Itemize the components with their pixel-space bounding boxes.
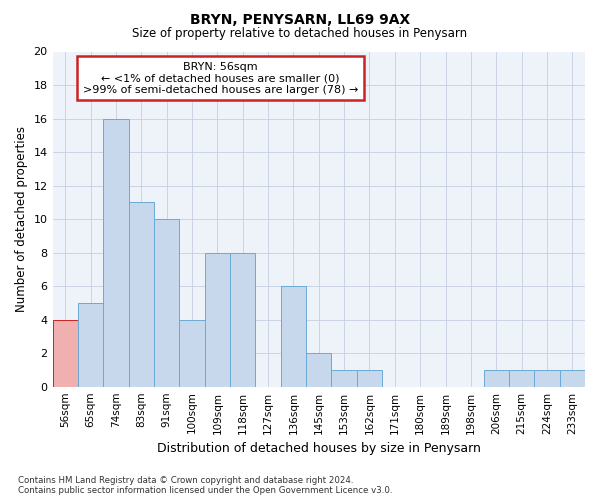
Text: Contains HM Land Registry data © Crown copyright and database right 2024.
Contai: Contains HM Land Registry data © Crown c… [18, 476, 392, 495]
Bar [484, 370, 509, 386]
Bar [205, 252, 230, 386]
Bar [534, 370, 560, 386]
X-axis label: Distribution of detached houses by size in Penysarn: Distribution of detached houses by size … [157, 442, 481, 455]
Bar [357, 370, 382, 386]
Text: Size of property relative to detached houses in Penysarn: Size of property relative to detached ho… [133, 28, 467, 40]
Bar [78, 303, 103, 386]
Bar [128, 202, 154, 386]
Bar [179, 320, 205, 386]
Bar [331, 370, 357, 386]
Bar [306, 353, 331, 386]
Bar [509, 370, 534, 386]
Y-axis label: Number of detached properties: Number of detached properties [15, 126, 28, 312]
Bar [103, 118, 128, 386]
Text: BRYN, PENYSARN, LL69 9AX: BRYN, PENYSARN, LL69 9AX [190, 12, 410, 26]
Bar [560, 370, 585, 386]
Bar [281, 286, 306, 386]
Bar [154, 219, 179, 386]
Bar [230, 252, 256, 386]
Bar [53, 320, 78, 386]
Text: BRYN: 56sqm
← <1% of detached houses are smaller (0)
>99% of semi-detached house: BRYN: 56sqm ← <1% of detached houses are… [83, 62, 358, 95]
